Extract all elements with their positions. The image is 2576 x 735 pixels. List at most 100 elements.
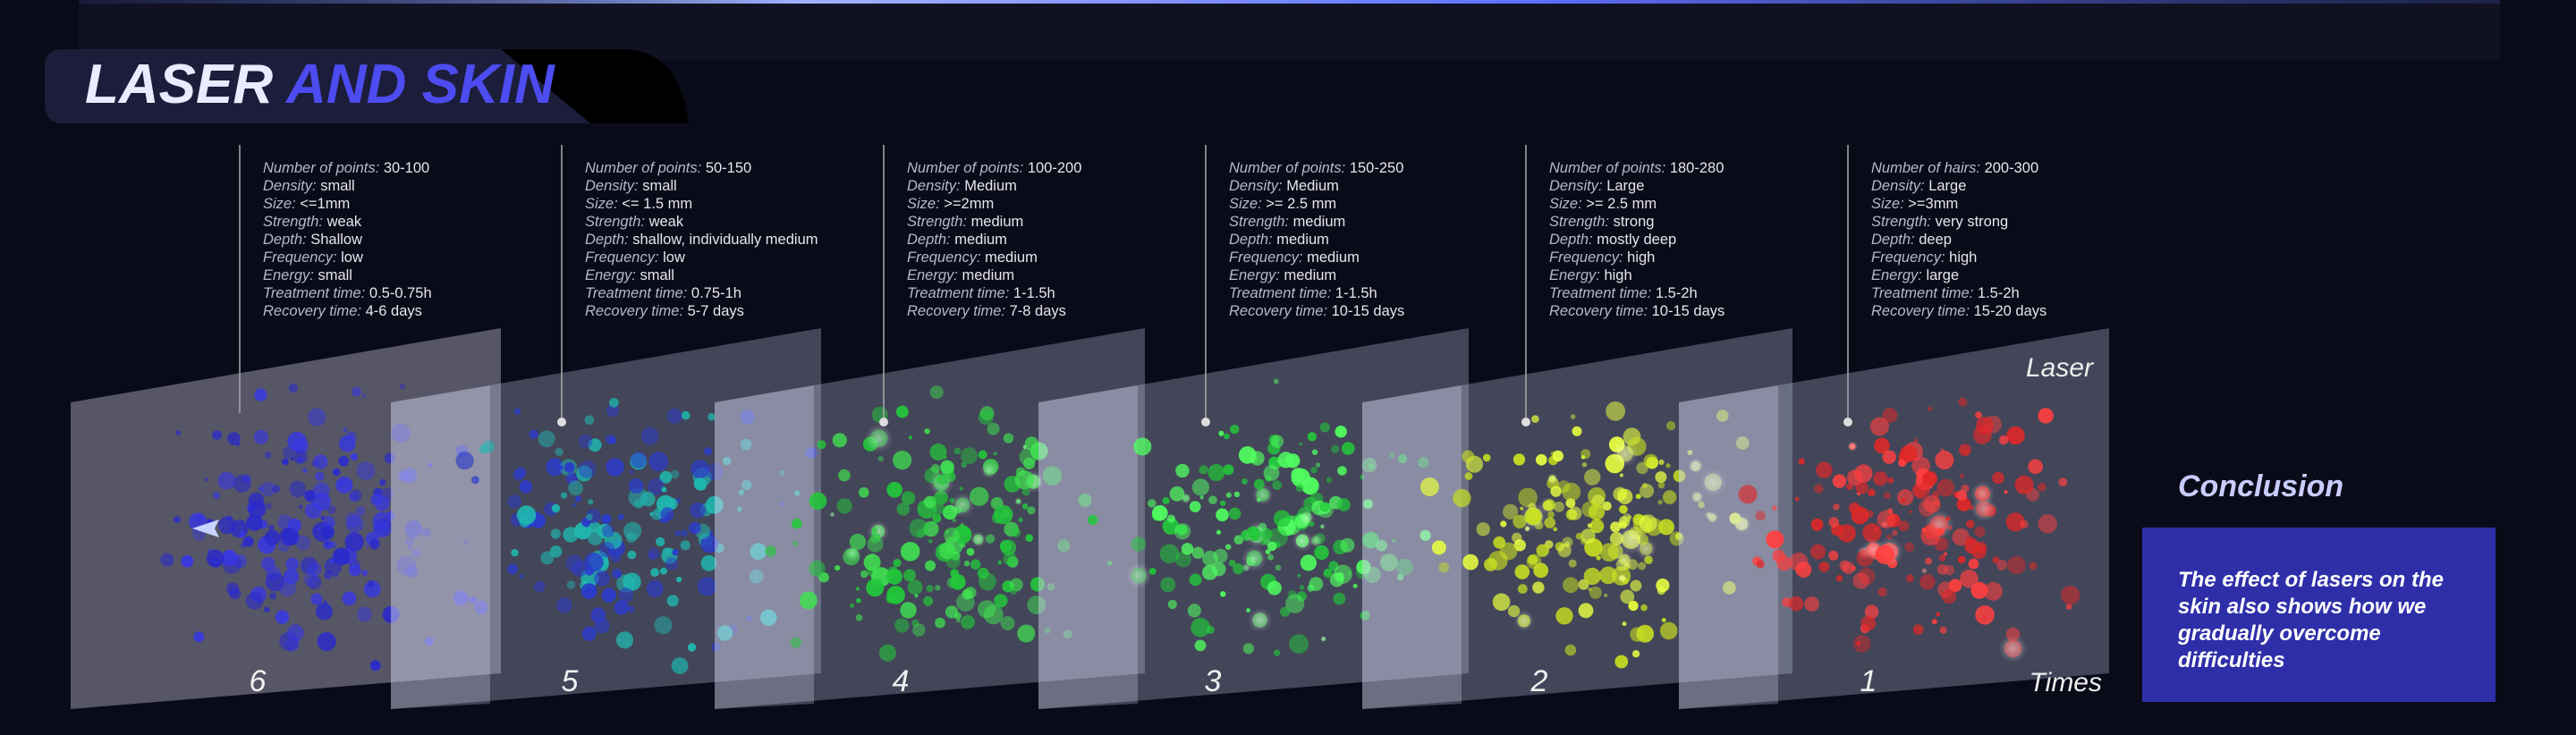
dot xyxy=(421,528,431,537)
dot xyxy=(977,567,989,579)
dot xyxy=(1658,459,1665,466)
dot xyxy=(925,560,936,571)
stat-key: Treatment time: xyxy=(263,285,365,301)
dot xyxy=(1021,487,1030,496)
stat-value: small xyxy=(320,178,355,194)
dot xyxy=(1581,462,1588,468)
dot xyxy=(1789,553,1809,571)
dot xyxy=(1299,442,1303,446)
dot xyxy=(1563,577,1579,594)
dot xyxy=(877,455,884,462)
dot xyxy=(1772,505,1777,511)
dot xyxy=(1206,625,1215,635)
stat-value: weak xyxy=(326,214,362,230)
dot xyxy=(304,489,317,503)
dot xyxy=(1513,514,1527,529)
dot xyxy=(650,568,659,578)
dot xyxy=(1225,492,1232,498)
stat-line: Density: Medium xyxy=(1229,178,1339,194)
dot xyxy=(944,527,961,544)
dot xyxy=(1564,644,1577,656)
dot xyxy=(513,408,521,415)
dot xyxy=(691,460,709,479)
dot xyxy=(640,491,656,507)
dot xyxy=(1580,528,1596,544)
dot xyxy=(893,450,912,470)
dot xyxy=(470,476,479,485)
stat-line: Frequency: high xyxy=(1549,249,1655,266)
dot xyxy=(1199,495,1204,500)
dot xyxy=(1814,484,1824,494)
dot xyxy=(1816,461,1833,478)
dot xyxy=(1970,581,1988,599)
dot xyxy=(1958,397,1968,407)
stat-line: Size: >=3mm xyxy=(1871,196,1958,212)
dot xyxy=(746,616,752,621)
dot xyxy=(849,603,854,608)
dot xyxy=(809,492,827,511)
dot xyxy=(279,527,298,545)
dot xyxy=(1025,534,1033,542)
dot xyxy=(1619,504,1628,514)
stat-value: small xyxy=(318,267,352,283)
dot xyxy=(940,460,954,475)
dot xyxy=(581,626,597,641)
dot xyxy=(997,560,1003,565)
dot xyxy=(1218,430,1224,436)
dot xyxy=(538,430,555,448)
dot xyxy=(1766,530,1784,549)
stat-value: 200-300 xyxy=(1985,160,2039,176)
dot xyxy=(866,579,885,597)
stat-line: Energy: small xyxy=(263,267,352,283)
dot xyxy=(627,605,635,613)
dot xyxy=(911,619,919,628)
dot xyxy=(690,503,706,519)
stat-key: Density: xyxy=(263,178,317,194)
dot xyxy=(1581,501,1598,518)
dot xyxy=(1966,520,1975,528)
dot xyxy=(239,531,246,538)
dot xyxy=(382,605,400,623)
dot xyxy=(1716,410,1729,422)
dot xyxy=(1199,465,1208,475)
stat-line: Number of hairs: 200-300 xyxy=(1871,160,2038,176)
dot xyxy=(326,505,336,514)
dot xyxy=(1352,583,1358,588)
stat-line: Energy: large xyxy=(1871,267,1959,283)
dot xyxy=(345,515,364,534)
stat-line: Depth: shallow, individually medium xyxy=(585,232,818,248)
dot xyxy=(1735,436,1750,450)
dot xyxy=(1274,649,1281,656)
dot xyxy=(1307,432,1317,442)
stat-key: Strength: xyxy=(1229,214,1289,230)
pointer-dot xyxy=(1521,418,1530,427)
dot xyxy=(378,478,386,486)
stat-value: high xyxy=(1604,267,1631,283)
dot xyxy=(1587,523,1592,528)
dot xyxy=(369,660,381,672)
dot xyxy=(914,594,919,598)
dot xyxy=(640,427,659,445)
dot xyxy=(1810,544,1826,560)
dot xyxy=(265,503,272,510)
stat-key: Energy: xyxy=(1549,267,1600,283)
stat-value: 180-280 xyxy=(1670,160,1724,176)
dot xyxy=(1250,451,1265,466)
dot xyxy=(1998,435,2009,445)
dot xyxy=(1665,463,1671,469)
dot xyxy=(324,570,333,580)
dot xyxy=(519,480,533,494)
stat-key: Treatment time: xyxy=(585,285,687,301)
dot xyxy=(345,431,357,443)
dot xyxy=(1923,495,1941,513)
dot xyxy=(1554,501,1564,512)
dot xyxy=(1936,478,1955,497)
dot xyxy=(1194,639,1207,652)
panel-number: 3 xyxy=(1205,664,1222,698)
stat-line: Density: Large xyxy=(1871,178,1966,194)
dot xyxy=(361,570,369,577)
dot xyxy=(1514,564,1530,579)
dot xyxy=(1297,573,1301,578)
dot xyxy=(272,485,281,494)
dot xyxy=(900,542,920,562)
